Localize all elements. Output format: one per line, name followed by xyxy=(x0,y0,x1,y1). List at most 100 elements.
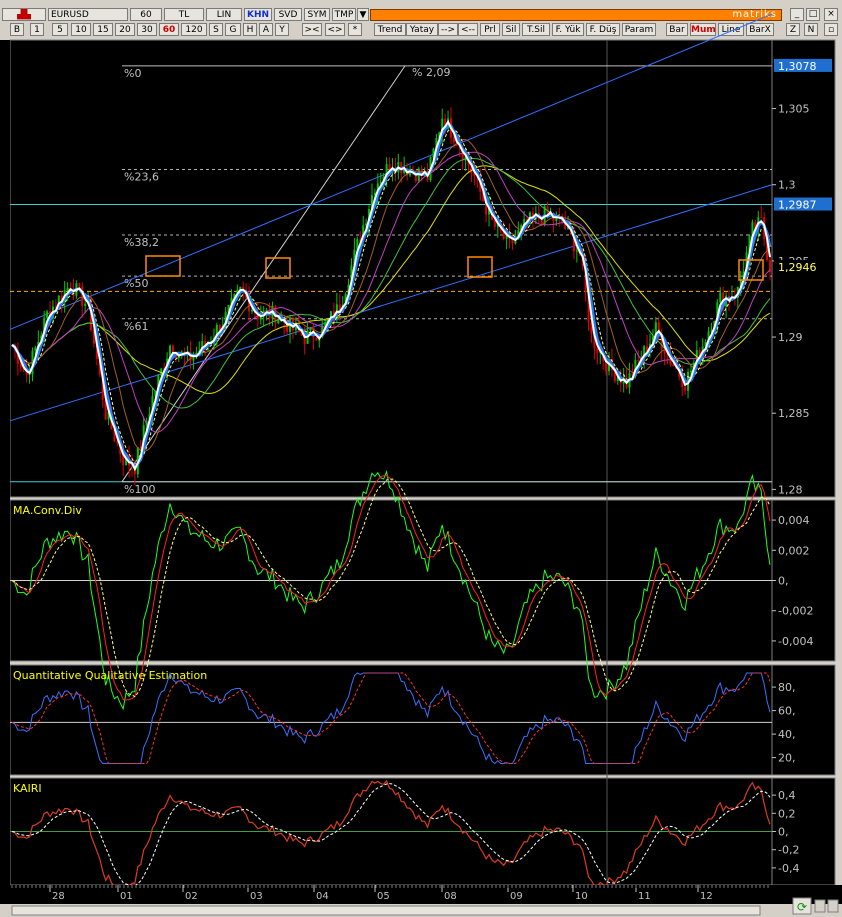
fib-label-0: %0 xyxy=(124,67,141,80)
symbol-icon[interactable]: ▟▙ xyxy=(2,8,46,21)
period-5[interactable]: 5 xyxy=(52,23,68,36)
symbol-field[interactable]: EURUSD xyxy=(48,8,128,21)
candle-body xyxy=(572,233,575,252)
sym-button[interactable]: SYM xyxy=(304,8,330,21)
tool-yatay[interactable]: Yatay xyxy=(406,23,438,36)
tool-shrink[interactable]: >< xyxy=(302,23,322,36)
candle-body xyxy=(350,265,353,285)
qqe-slow xyxy=(11,672,771,764)
candle-body xyxy=(236,289,239,294)
candle-body xyxy=(637,360,640,362)
period-30[interactable]: 30 xyxy=(137,23,157,36)
period-120[interactable]: 120 xyxy=(181,23,207,36)
fib-label-2: %38,2 xyxy=(124,236,159,249)
candle-body xyxy=(596,348,599,353)
tool-bar[interactable]: Bar xyxy=(666,23,688,36)
tool-prl[interactable]: Prl xyxy=(480,23,500,36)
period-1[interactable]: 1 xyxy=(30,23,44,36)
period-60[interactable]: 60 xyxy=(159,23,179,36)
time-label: 02 xyxy=(185,891,198,902)
period-h[interactable]: H xyxy=(243,23,257,36)
tool-line[interactable]: Line xyxy=(718,23,744,36)
candle-body xyxy=(485,201,488,215)
period-g[interactable]: G xyxy=(225,23,241,36)
minimize-icon[interactable]: _ xyxy=(790,8,804,21)
tool-fyuk[interactable]: F. Yük xyxy=(552,23,584,36)
lin-button[interactable]: LIN xyxy=(206,8,242,21)
candle-body xyxy=(657,322,660,335)
candle-body xyxy=(710,330,713,332)
khn-button[interactable]: KHN xyxy=(244,8,272,21)
period-y[interactable]: Y xyxy=(275,23,289,36)
candle-body xyxy=(180,351,183,354)
candle-body xyxy=(116,440,119,443)
svd-button[interactable]: SVD xyxy=(274,8,302,21)
candle-body xyxy=(719,292,722,303)
ind-tick-label: -0,4 xyxy=(778,862,799,875)
period-15[interactable]: 15 xyxy=(93,23,113,36)
period-s[interactable]: S xyxy=(209,23,223,36)
tool-sil[interactable]: Sil xyxy=(502,23,520,36)
time-label: 05 xyxy=(377,891,390,902)
candle-body xyxy=(608,359,611,372)
candle-body xyxy=(192,355,195,361)
candle-body xyxy=(587,292,590,323)
tool-n[interactable]: N xyxy=(804,23,818,36)
highlight-box-3 xyxy=(738,259,764,281)
period-field[interactable]: 60 xyxy=(130,8,162,21)
candle-body xyxy=(154,390,157,397)
tool-fdus[interactable]: F. Düş xyxy=(586,23,620,36)
candle-body xyxy=(233,293,236,299)
candle-body xyxy=(511,238,514,244)
tmp-button[interactable]: TMP xyxy=(332,8,356,21)
tool-tsil[interactable]: T.Sil xyxy=(522,23,550,36)
candle-body xyxy=(684,386,687,391)
candle-body xyxy=(766,239,769,260)
refresh-button xyxy=(792,897,812,915)
dropdown-arrow-icon[interactable]: ▼ xyxy=(357,8,369,21)
ind-tick-label: 40, xyxy=(778,728,796,741)
candle-body xyxy=(707,331,710,343)
candle-body xyxy=(338,304,341,313)
period-b[interactable]: B xyxy=(10,23,24,36)
period-20[interactable]: 20 xyxy=(115,23,135,36)
tool-expand[interactable]: <> xyxy=(325,23,345,36)
panel-toggle[interactable]: ▫ xyxy=(824,23,838,36)
time-label: 01 xyxy=(120,891,133,902)
refresh-icon: ⟳ xyxy=(797,900,807,914)
ind-tick-label: 20, xyxy=(778,752,796,765)
tl-button[interactable]: TL xyxy=(164,8,204,21)
maximize-icon[interactable]: □ xyxy=(806,8,820,21)
period-10[interactable]: 10 xyxy=(71,23,91,36)
candle-body xyxy=(66,287,69,291)
tool-trend[interactable]: Trend xyxy=(374,23,406,36)
tool-z[interactable]: Z xyxy=(786,23,800,36)
candle-body xyxy=(616,377,619,382)
tool-star[interactable]: * xyxy=(348,23,362,36)
panel-0 xyxy=(9,39,836,498)
candle-body xyxy=(704,342,707,347)
candle-body xyxy=(22,367,25,371)
period-a[interactable]: A xyxy=(259,23,273,36)
candle-body xyxy=(754,222,757,231)
candle-body xyxy=(379,182,382,184)
tool-mum[interactable]: Mum xyxy=(690,23,716,36)
candle-body xyxy=(520,225,523,231)
candle-body xyxy=(309,327,312,331)
candle-body xyxy=(78,283,81,287)
close-icon[interactable]: × xyxy=(824,8,838,21)
candle-body xyxy=(169,345,172,359)
tool-param[interactable]: Param xyxy=(622,23,656,36)
tool-barx[interactable]: BarX xyxy=(746,23,774,36)
ind-tick-label: 0,002 xyxy=(778,544,810,557)
candle-body xyxy=(347,284,350,294)
candle-body xyxy=(54,306,57,308)
tool-arrow-left[interactable]: <-- xyxy=(458,23,478,36)
candle-body xyxy=(104,399,107,420)
candle-body xyxy=(365,223,368,226)
candle-body xyxy=(265,309,268,311)
tool-arrow-right[interactable]: --> xyxy=(438,23,458,36)
trend-line-lower xyxy=(9,184,773,422)
candle-body xyxy=(414,172,417,182)
